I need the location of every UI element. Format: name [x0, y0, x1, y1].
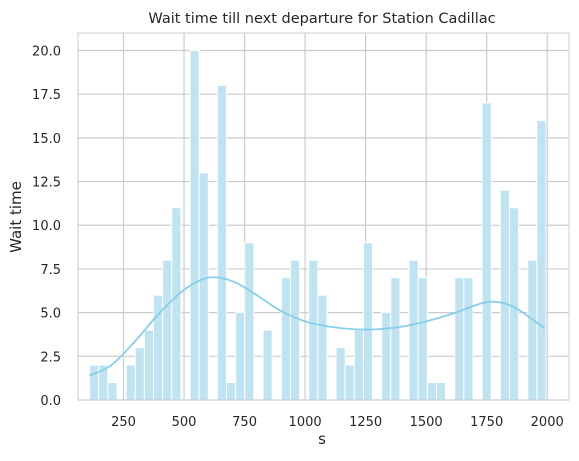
histogram-bar: [244, 242, 255, 401]
histogram-bar: [216, 84, 228, 401]
histogram-bar: [335, 347, 346, 401]
y-tick-label: 20.0: [32, 44, 61, 59]
y-tick-label: 5.0: [40, 307, 61, 322]
histogram-bar: [481, 102, 492, 401]
histogram-bar: [262, 329, 273, 401]
y-tick-labels: 0.0 2.5 5.0 7.5 10.0 12.5 15.0 17.5 20.0: [32, 44, 61, 409]
histogram-bar: [125, 364, 136, 401]
x-tick-label: 250: [111, 415, 136, 430]
histogram-bar: [435, 382, 447, 401]
histogram-bar: [134, 347, 145, 401]
y-tick-label: 0.0: [40, 394, 61, 409]
y-tick-label: 7.5: [40, 263, 61, 278]
x-tick-label: 1750: [470, 415, 503, 430]
histogram-bar: [317, 294, 328, 401]
histogram-bar: [198, 172, 209, 401]
histogram-bar: [362, 242, 374, 401]
histogram-bar: [189, 49, 200, 401]
x-axis-label: s: [318, 430, 326, 448]
histogram-bars: [89, 49, 547, 401]
histogram-bar: [381, 312, 392, 401]
histogram-bar: [107, 382, 118, 401]
y-tick-label: 15.0: [32, 132, 61, 147]
kde-curve: [89, 276, 546, 377]
histogram-bar: [171, 207, 182, 401]
x-tick-label: 500: [172, 415, 197, 430]
y-tick-label: 2.5: [40, 350, 61, 365]
y-axis-label: Wait time: [7, 181, 25, 253]
histogram-bar: [308, 259, 319, 401]
histogram-bar: [280, 277, 291, 401]
histogram-bar: [289, 259, 301, 401]
plot-frame: [77, 32, 570, 401]
histogram-bar: [344, 364, 355, 401]
y-tick-label: 17.5: [32, 88, 61, 103]
x-tick-label: 2000: [531, 415, 564, 430]
histogram-bar: [417, 277, 428, 401]
x-tick-label: 1000: [289, 415, 322, 430]
histogram-bar: [499, 189, 510, 401]
histogram-bar: [353, 329, 364, 401]
x-tick-labels: 250 500 750 1000 1250 1500 1750 2000: [111, 415, 564, 430]
histogram-bar: [463, 277, 474, 401]
histogram-bar: [527, 259, 538, 401]
histogram-bar: [235, 312, 246, 401]
x-tick-label: 1250: [349, 415, 382, 430]
x-tick-label: 1500: [410, 415, 443, 430]
histogram-bar: [536, 119, 547, 401]
x-tick-label: 750: [232, 415, 257, 430]
histogram-bar: [390, 277, 401, 401]
histogram-bar: [89, 364, 100, 401]
histogram-bar: [508, 207, 520, 401]
histogram-bar: [143, 329, 155, 401]
y-tick-label: 10.0: [32, 219, 61, 234]
histogram-bar: [408, 259, 419, 401]
y-tick-label: 12.5: [32, 176, 61, 191]
histogram-bar: [226, 382, 237, 401]
chart-title: Wait time till next departure for Statio…: [148, 11, 495, 27]
histogram-bar: [454, 277, 465, 401]
histogram-bar: [426, 382, 437, 401]
histogram-bar: [162, 259, 173, 401]
